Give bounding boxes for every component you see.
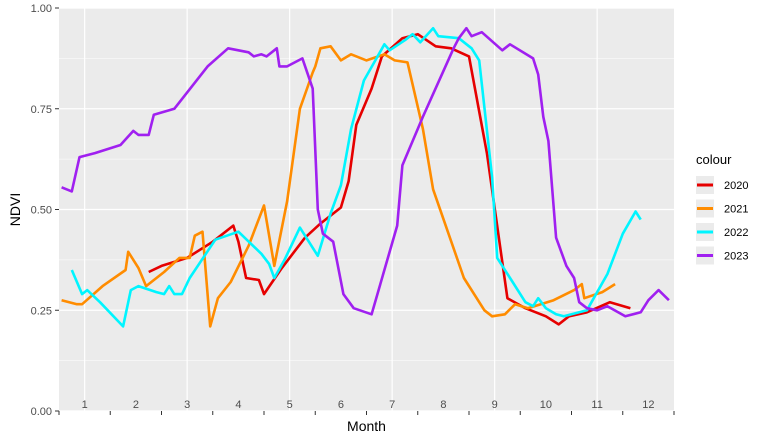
y-tick-label: 0.00 — [31, 406, 52, 418]
axis-ticks — [55, 7, 675, 415]
x-axis-title: Month — [347, 418, 386, 434]
x-tick-label: 9 — [492, 399, 498, 411]
grid-minor — [59, 58, 674, 361]
y-tick-label: 0.25 — [31, 305, 52, 317]
x-tick-label: 1 — [82, 399, 88, 411]
series-layer — [61, 26, 670, 328]
x-tick-label: 8 — [440, 399, 446, 411]
y-tick-label: 0.50 — [31, 205, 52, 217]
y-axis-title: NDVI — [7, 193, 23, 226]
x-tick-label: 10 — [540, 399, 552, 411]
y-tick-label: 1.00 — [31, 3, 52, 15]
legend: colour 2020 2021 2022 2023 — [692, 152, 764, 268]
x-tick-label: 3 — [184, 399, 190, 411]
x-tick-label: 2 — [133, 399, 139, 411]
legend-label: 2020 — [724, 180, 748, 192]
y-tick-labels: 0.00 0.25 0.50 0.75 1.00 — [31, 3, 52, 418]
y-tick-label: 0.75 — [31, 104, 52, 116]
x-tick-label: 12 — [642, 399, 654, 411]
series-line-2022 — [70, 26, 642, 328]
series-line-2020 — [148, 32, 631, 326]
legend-label: 2023 — [724, 251, 748, 263]
series-line-2021 — [61, 44, 616, 328]
legend-title: colour — [696, 152, 732, 167]
x-tick-label: 7 — [389, 399, 395, 411]
series-line-2023 — [61, 26, 670, 318]
legend-label: 2021 — [724, 204, 748, 216]
x-tick-label: 4 — [235, 399, 241, 411]
legend-label: 2022 — [724, 227, 748, 239]
x-tick-label: 6 — [338, 399, 344, 411]
x-tick-label: 11 — [591, 399, 602, 411]
x-tick-label: 5 — [287, 399, 293, 411]
x-tick-labels: 1 2 3 4 5 6 7 8 9 10 11 12 — [82, 399, 655, 411]
